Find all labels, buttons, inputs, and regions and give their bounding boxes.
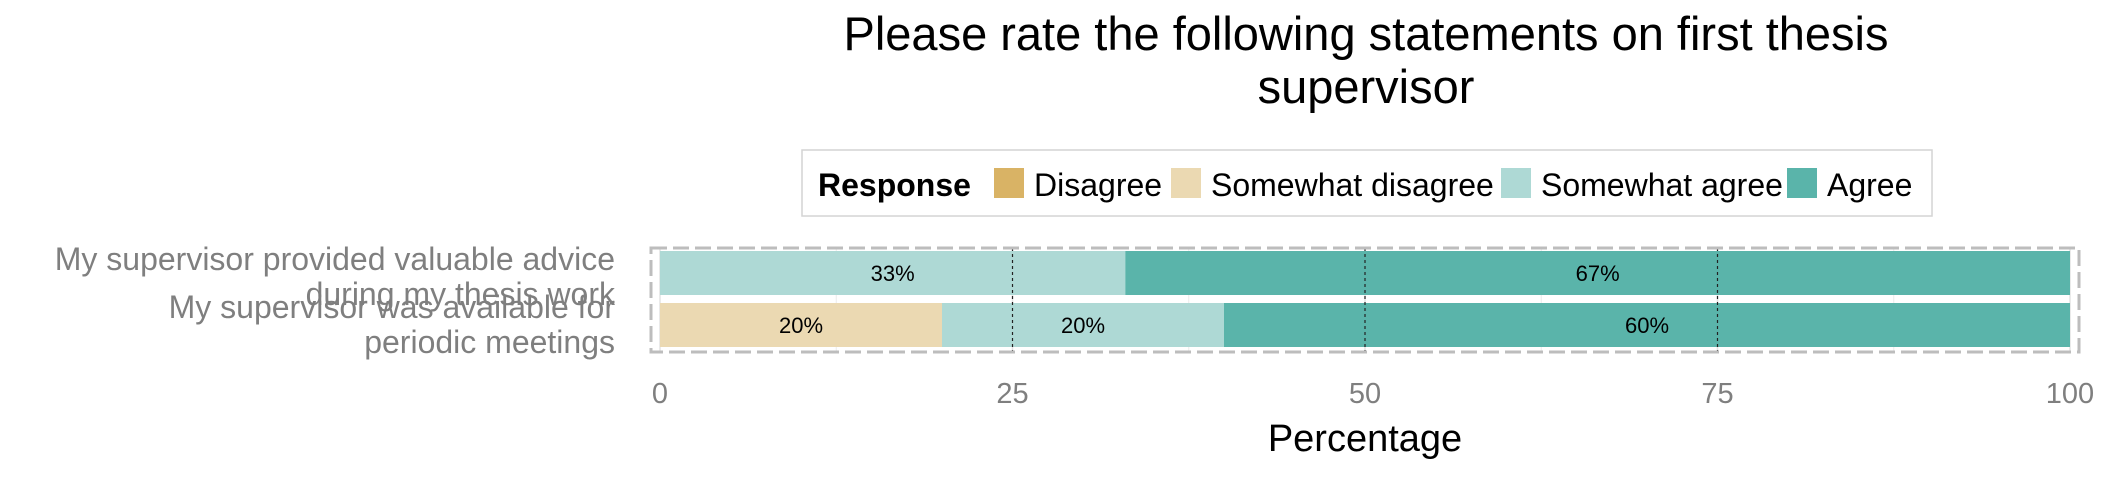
- category-label: during my thesis work: [306, 276, 616, 312]
- bar-segment: [942, 303, 1224, 347]
- legend-label: Agree: [1827, 167, 1912, 203]
- chart-title: Please rate the following statements on …: [844, 7, 1889, 113]
- bar-segment: [660, 251, 1126, 295]
- data-label: 67%: [1576, 261, 1620, 286]
- legend-swatch: [1501, 168, 1531, 198]
- plot-panel: 33% 67% 20% 20% 60%: [649, 246, 2081, 354]
- data-label: 33%: [871, 261, 915, 286]
- data-label: 60%: [1625, 313, 1669, 338]
- panel-border: [649, 246, 2081, 354]
- category-label: periodic meetings: [364, 324, 615, 360]
- category-labels: My supervisor provided valuable advicedu…: [55, 241, 616, 360]
- legend-title: Response: [818, 167, 971, 203]
- category-label: My supervisor was available for: [169, 289, 616, 325]
- x-tick-label: 25: [996, 378, 1028, 410]
- data-label: 20%: [779, 313, 823, 338]
- category-label: My supervisor provided valuable advice: [55, 241, 615, 277]
- bar-segment: [1125, 251, 2070, 295]
- legend-label: Disagree: [1034, 167, 1162, 203]
- legend: Response Disagree Somewhat disagree Somewha…: [801, 149, 1933, 217]
- legend-swatch: [1171, 168, 1201, 198]
- data-label: 20%: [1061, 313, 1105, 338]
- bar-segment: [660, 303, 942, 347]
- x-axis-title: Percentage: [1268, 418, 1462, 460]
- legend-swatch: [1787, 168, 1817, 198]
- legend-swatch: [994, 168, 1024, 198]
- x-tick-label: 0: [652, 378, 668, 410]
- x-axis: 0 25 50 75 100 Percentage: [652, 378, 2094, 460]
- legend-label: Somewhat disagree: [1211, 167, 1494, 203]
- x-tick-label: 100: [2046, 378, 2094, 410]
- chart-title-line: Please rate the following statements on …: [844, 7, 1889, 60]
- chart-title-line: supervisor: [1258, 60, 1475, 113]
- legend-box: [801, 149, 1933, 217]
- x-tick-label: 75: [1701, 378, 1733, 410]
- x-tick-label: 50: [1349, 378, 1381, 410]
- legend-label: Somewhat agree: [1541, 167, 1783, 203]
